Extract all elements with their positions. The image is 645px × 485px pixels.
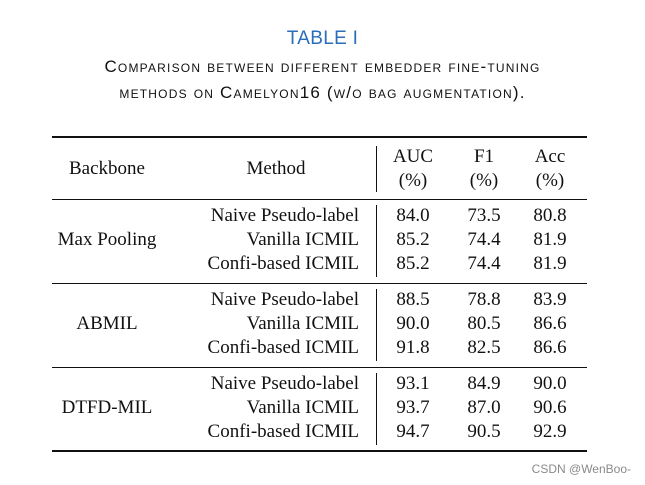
table-caption-label: TABLE I xyxy=(286,28,359,49)
f1-cell: 73.5 xyxy=(467,205,501,226)
header-acc: Acc xyxy=(534,146,566,167)
f1-cell: 82.5 xyxy=(467,337,501,358)
acc-cell: 90.0 xyxy=(533,373,567,394)
f1-cell: 90.5 xyxy=(467,421,501,442)
header-method: Method xyxy=(246,158,306,179)
f1-cell: 78.8 xyxy=(467,289,501,310)
watermark: CSDN @WenBoo- xyxy=(531,462,631,476)
method-cell: Confi-based ICMIL xyxy=(207,421,359,442)
auc-cell: 88.5 xyxy=(396,289,430,310)
header-f1-unit: (%) xyxy=(469,170,499,191)
header-auc-unit: (%) xyxy=(398,170,428,191)
header-backbone: Backbone xyxy=(69,158,145,179)
group-rule-2 xyxy=(52,367,587,368)
auc-cell: 93.7 xyxy=(396,397,430,418)
auc-cell: 91.8 xyxy=(396,337,430,358)
method-cell: Confi-based ICMIL xyxy=(207,337,359,358)
bottom-rule xyxy=(52,450,587,452)
method-cell: Naive Pseudo-label xyxy=(210,205,359,226)
header-f1: F1 xyxy=(473,146,495,167)
header-acc-unit: (%) xyxy=(535,170,565,191)
auc-cell: 94.7 xyxy=(396,421,430,442)
acc-cell: 90.6 xyxy=(533,397,567,418)
header-auc: AUC xyxy=(392,146,434,167)
method-cell: Naive Pseudo-label xyxy=(210,289,359,310)
backbone-label: ABMIL xyxy=(76,313,138,334)
auc-cell: 85.2 xyxy=(396,229,430,250)
top-rule xyxy=(52,136,587,138)
method-cell: Vanilla ICMIL xyxy=(246,397,359,418)
f1-cell: 87.0 xyxy=(467,397,501,418)
f1-cell: 74.4 xyxy=(467,253,501,274)
acc-cell: 92.9 xyxy=(533,421,567,442)
column-separator xyxy=(376,205,377,277)
column-separator xyxy=(376,373,377,445)
auc-cell: 85.2 xyxy=(396,253,430,274)
f1-cell: 80.5 xyxy=(467,313,501,334)
acc-cell: 83.9 xyxy=(533,289,567,310)
backbone-label: DTFD-MIL xyxy=(61,397,153,418)
f1-cell: 84.9 xyxy=(467,373,501,394)
acc-cell: 81.9 xyxy=(533,253,567,274)
column-separator xyxy=(376,146,377,192)
method-cell: Vanilla ICMIL xyxy=(246,313,359,334)
auc-cell: 84.0 xyxy=(396,205,430,226)
header-rule xyxy=(52,199,587,200)
auc-cell: 93.1 xyxy=(396,373,430,394)
group-rule-1 xyxy=(52,283,587,284)
f1-cell: 74.4 xyxy=(467,229,501,250)
method-cell: Confi-based ICMIL xyxy=(207,253,359,274)
table-caption-line-1: Comparison between different embedder fi… xyxy=(104,57,541,76)
column-separator xyxy=(376,289,377,361)
acc-cell: 86.6 xyxy=(533,337,567,358)
method-cell: Vanilla ICMIL xyxy=(246,229,359,250)
method-cell: Naive Pseudo-label xyxy=(210,373,359,394)
auc-cell: 90.0 xyxy=(396,313,430,334)
acc-cell: 81.9 xyxy=(533,229,567,250)
backbone-label: Max Pooling xyxy=(57,229,157,250)
acc-cell: 80.8 xyxy=(533,205,567,226)
acc-cell: 86.6 xyxy=(533,313,567,334)
table-caption-line-2: methods on Camelyon16 (w/o bag augmentat… xyxy=(119,83,526,102)
